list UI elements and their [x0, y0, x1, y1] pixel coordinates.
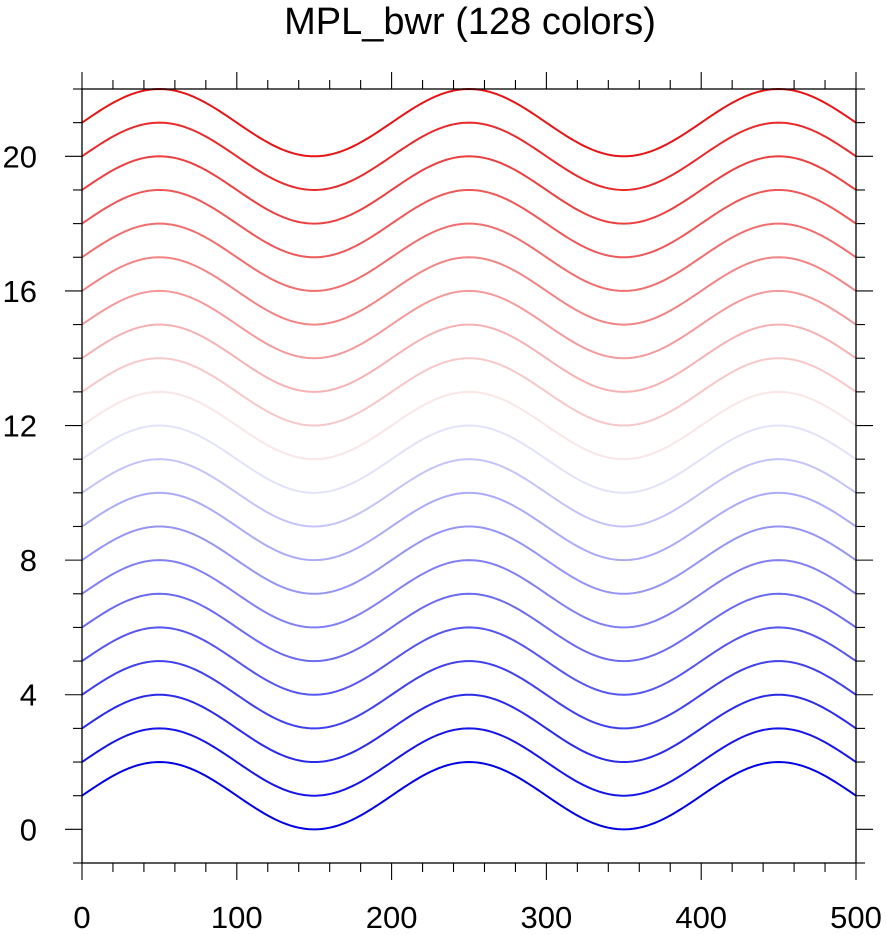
- y-tick-label: 8: [20, 543, 37, 578]
- chart-title: MPL_bwr (128 colors): [284, 1, 656, 43]
- x-tick-label: 300: [521, 900, 573, 935]
- y-tick-label: 20: [3, 139, 37, 174]
- x-tick-label: 500: [830, 900, 882, 935]
- series-line-5: [81, 626, 857, 696]
- ticks-layer: [65, 72, 873, 880]
- x-tick-label: 400: [675, 900, 727, 935]
- series-line-18: [81, 188, 857, 259]
- series-line-19: [81, 155, 857, 225]
- y-tick-label: 0: [20, 812, 37, 847]
- plot-frame: [81, 88, 857, 864]
- series-line-8: [81, 525, 857, 595]
- series-line-12: [81, 390, 857, 461]
- series-line-16: [81, 256, 857, 326]
- series-line-15: [81, 289, 857, 360]
- series-line-10: [81, 458, 857, 528]
- series-line-11: [81, 424, 857, 494]
- x-tick-label: 100: [211, 900, 263, 935]
- series-line-2: [81, 727, 857, 797]
- series-layer: [81, 87, 857, 831]
- series-line-4: [81, 660, 857, 730]
- series-line-1: [81, 761, 857, 831]
- series-line-17: [81, 222, 857, 292]
- y-tick-label: 16: [3, 274, 37, 309]
- x-tick-label: 200: [366, 900, 418, 935]
- series-line-6: [81, 592, 857, 663]
- series-line-9: [81, 491, 857, 562]
- series-line-3: [81, 693, 857, 764]
- series-line-14: [81, 323, 857, 393]
- y-tick-label: 4: [20, 678, 37, 713]
- x-tick-label: 0: [73, 900, 90, 935]
- series-line-13: [81, 357, 857, 427]
- y-tick-label: 12: [3, 409, 37, 444]
- tick-labels-layer: 0 100 200 300 400 500 0 4 8 12 16 20: [3, 139, 882, 935]
- series-line-20: [81, 121, 857, 191]
- series-line-7: [81, 559, 857, 629]
